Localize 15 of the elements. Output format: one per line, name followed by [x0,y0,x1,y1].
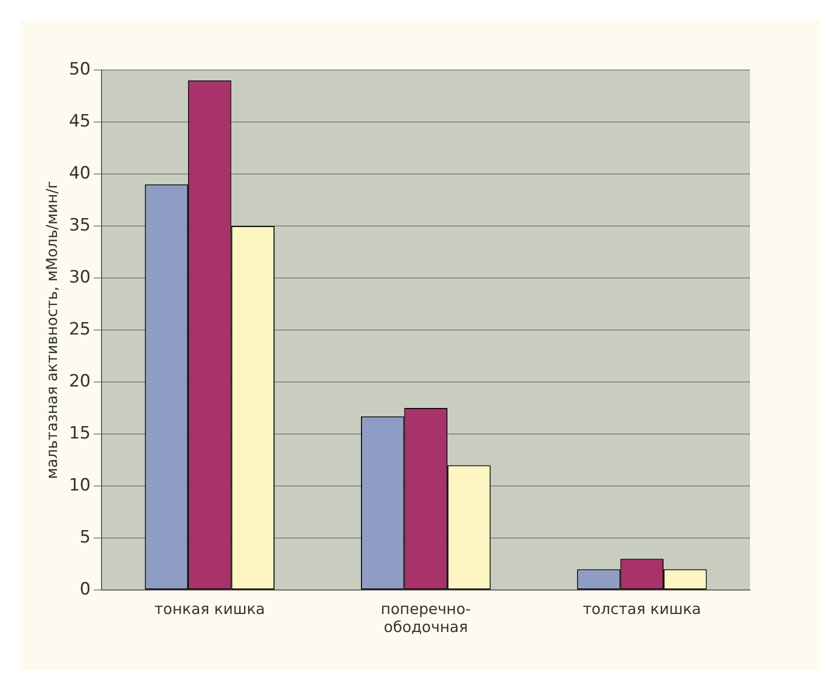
y-axis-title: мальтазная активность, мМоль/мин/г [42,180,61,480]
x-tick-label: поперечно-ободочная [380,600,471,636]
y-tick-label: 30 [68,267,91,288]
y-tick-label: 15 [68,423,91,444]
y-tick-label: 20 [68,371,91,392]
y-tick-label: 0 [80,579,91,600]
y-tick-label: 25 [68,319,91,340]
x-tick-label: тонкая кишка [154,600,265,618]
y-tick-label: 45 [68,111,91,132]
y-tick-label: 10 [68,475,91,496]
y-tick-label: 40 [68,163,91,184]
y-tick-label: 5 [80,527,91,548]
x-tick-label: толстая кишка [582,600,702,618]
y-tick-label: 50 [68,59,91,80]
y-tick-label: 35 [68,215,91,236]
